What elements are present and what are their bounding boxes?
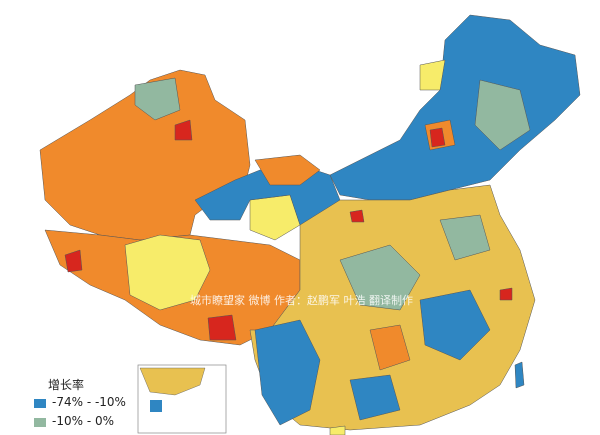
region — [254, 154, 321, 186]
region — [174, 119, 193, 141]
region — [419, 59, 446, 91]
region — [124, 234, 211, 311]
legend-label: -10% - 0% — [52, 414, 114, 428]
region — [474, 79, 531, 151]
region — [329, 425, 346, 435]
region — [134, 77, 181, 121]
region — [429, 127, 446, 148]
legend-swatch — [34, 418, 46, 427]
regions — [39, 14, 581, 435]
region — [349, 374, 401, 421]
region — [499, 287, 513, 301]
inset-region — [150, 400, 162, 412]
legend-swatch — [34, 399, 46, 408]
legend-title: 增长率 — [48, 378, 85, 392]
region — [254, 319, 321, 426]
region — [419, 289, 491, 361]
region — [64, 249, 83, 273]
region — [349, 209, 365, 223]
region — [439, 214, 491, 261]
region — [514, 361, 525, 389]
region — [329, 14, 581, 201]
region — [207, 314, 237, 341]
region — [369, 324, 411, 371]
inset-region — [139, 367, 206, 396]
legend-label: -74% - -10% — [52, 395, 126, 409]
watermark: 城市瞭望家 微博 作者：赵鹏军 叶浩 翻译制作 — [190, 294, 413, 307]
region — [339, 244, 421, 311]
